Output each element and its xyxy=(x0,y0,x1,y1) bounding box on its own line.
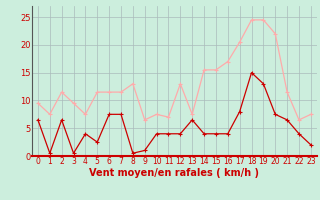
X-axis label: Vent moyen/en rafales ( km/h ): Vent moyen/en rafales ( km/h ) xyxy=(89,168,260,178)
